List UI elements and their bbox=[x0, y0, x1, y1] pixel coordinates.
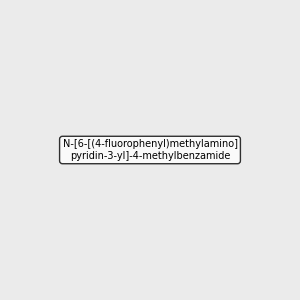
Text: N-[6-[(4-fluorophenyl)methylamino]
pyridin-3-yl]-4-methylbenzamide: N-[6-[(4-fluorophenyl)methylamino] pyrid… bbox=[62, 139, 238, 161]
